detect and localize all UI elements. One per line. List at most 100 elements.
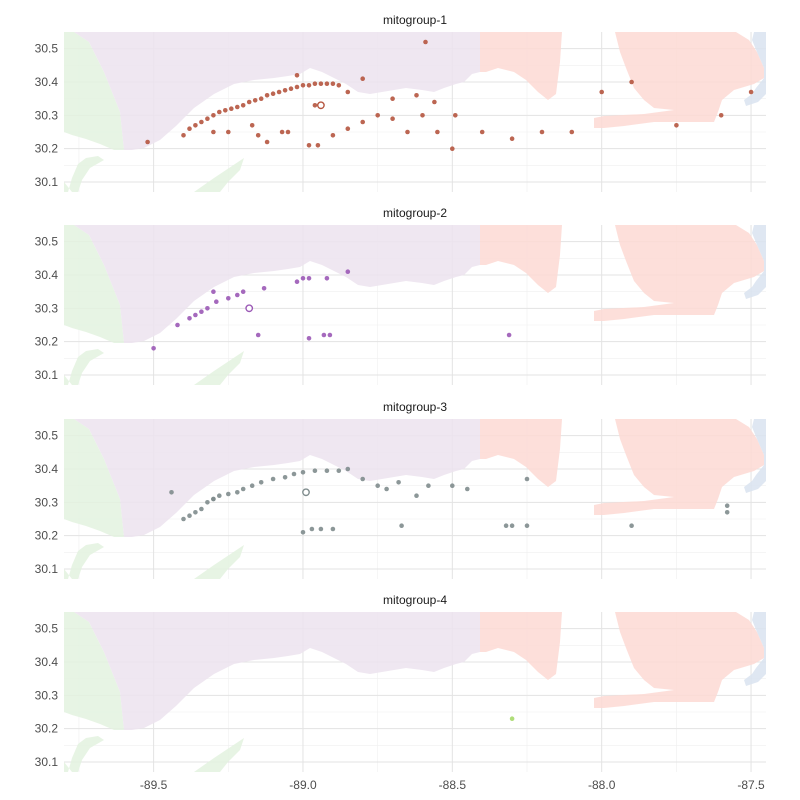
sample-point xyxy=(223,108,228,113)
sample-point xyxy=(315,143,321,148)
sample-point xyxy=(321,332,327,338)
sample-point xyxy=(375,113,381,118)
region-louisiana xyxy=(64,419,244,579)
sample-point xyxy=(193,312,198,318)
sample-point xyxy=(199,506,204,512)
panel-title: mitogroup-4 xyxy=(383,593,447,607)
y-tick-label: 30.1 xyxy=(35,368,59,382)
sample-point xyxy=(294,84,300,90)
sample-point xyxy=(240,103,246,108)
sample-point xyxy=(312,103,318,108)
sample-point xyxy=(748,89,754,95)
sample-point xyxy=(539,129,545,135)
sample-point xyxy=(249,123,255,128)
sample-point xyxy=(255,332,261,338)
y-tick-label: 30.4 xyxy=(35,75,59,89)
panel-mitogroup-2: mitogroup-2 30.1 30.2 30.3 30.4 30.5 xyxy=(35,206,766,385)
centroid-marker xyxy=(316,101,325,110)
panel-mitogroup-4: mitogroup-4 30.1 30.2 30.3 30.4 30.5 xyxy=(35,593,766,772)
y-tick-label: 30.3 xyxy=(35,688,59,702)
sample-point xyxy=(435,129,440,135)
sample-point xyxy=(420,113,425,118)
centroid-marker xyxy=(245,304,254,313)
sample-point xyxy=(205,116,210,121)
sample-point xyxy=(246,99,252,105)
sample-point xyxy=(384,486,389,492)
sample-point xyxy=(294,279,300,285)
region-louisiana xyxy=(64,32,244,192)
sample-point xyxy=(336,468,342,474)
panel-title: mitogroup-1 xyxy=(383,13,447,27)
sample-point xyxy=(360,476,366,482)
y-tick-label: 30.5 xyxy=(35,42,59,56)
sample-point xyxy=(599,89,604,95)
y-tick-label: 30.2 xyxy=(35,335,59,349)
sample-point xyxy=(264,139,270,145)
sample-point xyxy=(524,476,530,482)
x-tick-label: -87.5 xyxy=(737,778,765,792)
sample-point xyxy=(294,73,300,78)
sample-point xyxy=(217,493,222,499)
sample-point xyxy=(396,480,401,485)
sample-point xyxy=(524,523,530,528)
sample-point xyxy=(235,490,240,495)
sample-point xyxy=(405,129,410,135)
sample-point xyxy=(330,81,336,86)
sample-point xyxy=(199,119,204,125)
sample-point xyxy=(306,143,312,148)
sample-point xyxy=(255,133,261,138)
land-regions xyxy=(64,612,766,772)
x-tick-label: -89.0 xyxy=(289,778,317,792)
sample-point xyxy=(503,523,509,528)
sample-point xyxy=(426,483,431,489)
sample-point xyxy=(479,129,485,135)
region-mississippi xyxy=(74,612,480,730)
sample-point xyxy=(414,93,419,98)
sample-point xyxy=(306,83,312,88)
y-tick-label: 30.5 xyxy=(35,429,59,443)
region-alabama xyxy=(480,225,764,321)
y-tick-label: 30.3 xyxy=(35,301,59,315)
sample-point xyxy=(318,81,324,86)
y-tick-label: 30.3 xyxy=(35,108,59,122)
y-tick-label: 30.1 xyxy=(35,562,59,576)
sample-point xyxy=(360,76,366,81)
sample-point xyxy=(309,526,315,532)
sample-point xyxy=(252,98,258,103)
region-mississippi xyxy=(74,225,480,343)
sample-point xyxy=(375,483,381,489)
sample-point xyxy=(175,322,180,328)
region-louisiana xyxy=(64,612,244,772)
sample-point xyxy=(724,503,730,509)
sample-point xyxy=(724,510,730,515)
sample-point xyxy=(506,332,512,338)
sample-point xyxy=(193,510,198,515)
sample-point xyxy=(327,332,333,338)
sample-point xyxy=(312,81,318,86)
sample-point xyxy=(324,276,330,281)
sample-point xyxy=(390,96,395,101)
sample-point xyxy=(300,83,306,88)
sample-point xyxy=(261,286,267,291)
sample-point xyxy=(629,79,634,85)
sample-point xyxy=(169,490,174,495)
sample-point xyxy=(211,289,216,295)
sample-point xyxy=(390,116,395,121)
sample-point xyxy=(399,523,404,528)
panel-title: mitogroup-3 xyxy=(383,400,447,414)
panel-mitogroup-1: mitogroup-1 30.1 30.2 30.3 30.4 30.5 xyxy=(35,13,766,192)
sample-point xyxy=(187,126,192,131)
region-florida xyxy=(744,612,766,686)
centroid-marker xyxy=(302,488,310,497)
sample-point xyxy=(432,99,437,105)
sample-point xyxy=(345,126,351,131)
x-tick-label: -89.5 xyxy=(140,778,168,792)
region-mississippi xyxy=(74,419,480,537)
land-regions xyxy=(64,419,766,579)
sample-point xyxy=(282,475,288,480)
y-tick-label: 30.2 xyxy=(35,722,59,736)
sample-point xyxy=(718,113,724,118)
map-plot-area xyxy=(64,225,766,385)
sample-point xyxy=(345,269,351,275)
y-tick-label: 30.4 xyxy=(35,268,59,282)
